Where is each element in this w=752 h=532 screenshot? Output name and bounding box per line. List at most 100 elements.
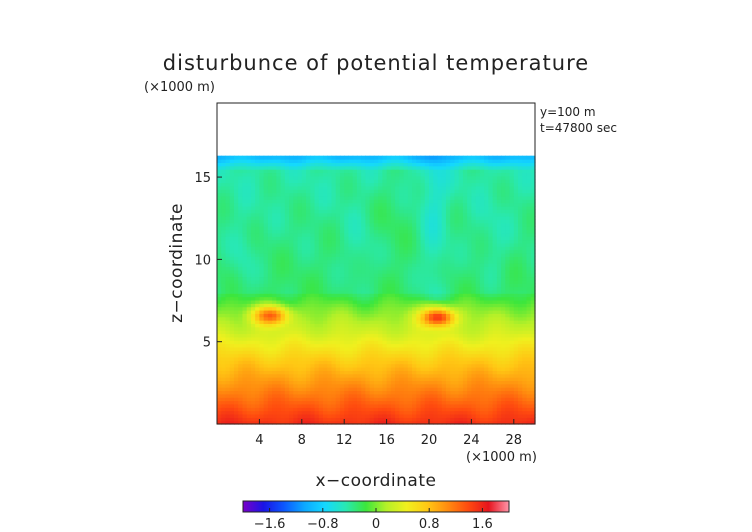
heatmap-cell xyxy=(530,256,536,261)
heatmap-cell xyxy=(293,316,299,321)
heatmap-cell xyxy=(441,306,447,311)
heatmap-cell xyxy=(221,313,227,318)
heatmap-cell xyxy=(467,353,472,358)
heatmap-cell xyxy=(323,373,328,378)
heatmap-cell xyxy=(310,246,316,251)
heatmap-cell xyxy=(522,296,528,301)
heatmap-cell xyxy=(314,222,320,227)
heatmap-cell xyxy=(327,346,333,351)
heatmap-cell xyxy=(259,373,265,378)
heatmap-cell xyxy=(462,293,468,298)
heatmap-cell xyxy=(246,403,252,408)
heatmap-cell xyxy=(327,252,333,257)
heatmap-cell xyxy=(522,286,528,291)
heatmap-cell xyxy=(416,269,422,274)
heatmap-cell xyxy=(378,383,383,388)
heatmap-cell xyxy=(276,232,282,237)
heatmap-cell xyxy=(488,246,494,251)
heatmap-cell xyxy=(339,232,345,237)
heatmap-cell xyxy=(395,346,400,351)
heatmap-cell xyxy=(361,350,366,355)
heatmap-cell xyxy=(424,286,430,291)
heatmap-cell xyxy=(386,383,392,388)
heatmap-cell xyxy=(276,256,282,261)
heatmap-cell xyxy=(526,407,532,412)
heatmap-cell xyxy=(250,199,256,204)
heatmap-cell xyxy=(462,350,468,355)
heatmap-cell xyxy=(399,373,405,378)
heatmap-cell xyxy=(390,299,396,304)
heatmap-cell xyxy=(238,249,244,254)
heatmap-cell xyxy=(390,259,396,264)
heatmap-cell xyxy=(403,403,409,408)
heatmap-cell xyxy=(526,205,532,210)
heatmap-cell xyxy=(433,313,439,318)
heatmap-cell xyxy=(331,420,337,425)
heatmap-cell xyxy=(433,370,439,375)
heatmap-cell xyxy=(386,377,392,381)
heatmap-cell xyxy=(488,232,494,237)
heatmap-cell xyxy=(501,303,506,308)
heatmap-cell xyxy=(378,199,383,204)
heatmap-cell xyxy=(492,397,498,402)
heatmap-cell xyxy=(526,216,532,220)
heatmap-cell xyxy=(395,222,400,227)
heatmap-cell xyxy=(530,309,536,314)
heatmap-cell xyxy=(382,370,388,375)
heatmap-cell xyxy=(518,249,523,254)
heatmap-cell xyxy=(382,323,388,328)
heatmap-cell xyxy=(505,320,511,324)
heatmap-cell xyxy=(267,390,273,395)
heatmap-cell xyxy=(276,397,282,402)
heatmap-cell xyxy=(509,252,515,257)
heatmap-cell xyxy=(522,256,528,261)
heatmap-cell xyxy=(526,420,532,425)
heatmap-cell xyxy=(246,219,252,224)
heatmap-cell xyxy=(242,360,248,365)
heatmap-cell xyxy=(433,252,439,257)
heatmap-cell xyxy=(246,397,252,402)
heatmap-cell xyxy=(530,397,536,402)
heatmap-cell xyxy=(263,219,269,224)
heatmap-cell xyxy=(382,232,388,237)
heatmap-cell xyxy=(407,366,413,371)
heatmap-cell xyxy=(348,283,354,288)
heatmap-cell xyxy=(280,299,286,304)
heatmap-cell xyxy=(433,296,439,301)
heatmap-cell xyxy=(412,417,417,422)
heatmap-cell xyxy=(386,340,392,345)
heatmap-cell xyxy=(369,279,375,284)
heatmap-cell xyxy=(450,263,456,267)
heatmap-cell xyxy=(509,316,515,321)
heatmap-cell xyxy=(246,232,252,237)
heatmap-cell xyxy=(323,232,328,237)
heatmap-cell xyxy=(272,229,277,234)
heatmap-cell xyxy=(250,236,256,241)
heatmap-cell xyxy=(323,313,328,318)
heatmap-cell xyxy=(412,216,417,220)
heatmap-cell xyxy=(267,353,273,358)
heatmap-cell xyxy=(458,373,464,378)
heatmap-cell xyxy=(301,350,307,355)
heatmap-cell xyxy=(339,199,345,204)
heatmap-cell xyxy=(399,216,405,220)
heatmap-cell xyxy=(407,320,413,324)
heatmap-cell xyxy=(238,387,244,392)
heatmap-cell xyxy=(441,420,447,425)
heatmap-cell xyxy=(348,249,354,254)
heatmap-cell xyxy=(255,323,260,328)
heatmap-cell xyxy=(403,229,409,234)
heatmap-cell xyxy=(293,299,299,304)
heatmap-cell xyxy=(475,289,481,294)
heatmap-cell xyxy=(339,212,345,217)
heatmap-cell xyxy=(509,387,515,392)
heatmap-cell xyxy=(395,212,400,217)
heatmap-cell xyxy=(289,323,294,328)
heatmap-cell xyxy=(522,323,528,328)
heatmap-cell xyxy=(505,222,511,227)
heatmap-cell xyxy=(323,330,328,335)
heatmap-cell xyxy=(365,346,371,351)
heatmap-cell xyxy=(437,313,443,318)
heatmap-cell xyxy=(225,283,231,288)
heatmap-cell xyxy=(217,377,222,381)
